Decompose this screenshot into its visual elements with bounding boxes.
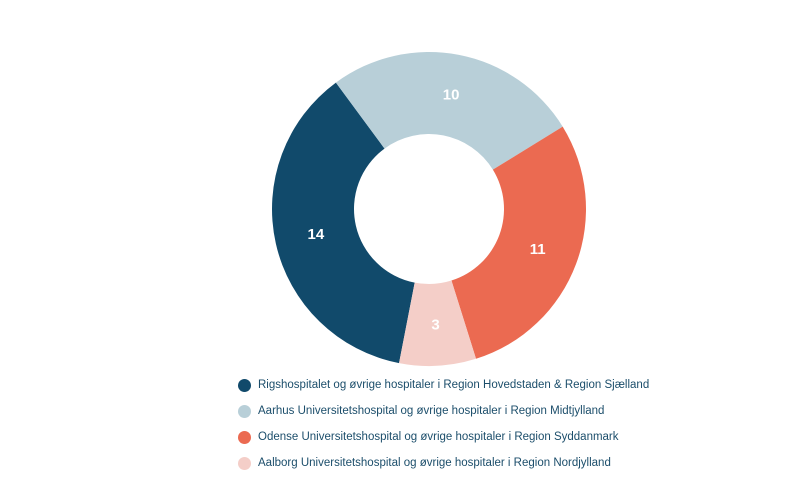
legend-label: Aarhus Universitetshospital og øvrige ho… [258,405,605,417]
legend-item[interactable]: Odense Universitetshospital og øvrige ho… [238,431,649,444]
legend-item[interactable]: Rigshospitalet og øvrige hospitaler i Re… [238,379,649,392]
donut-segment[interactable] [399,280,477,366]
chart-legend: Rigshospitalet og øvrige hospitaler i Re… [238,379,649,470]
legend-marker [238,379,251,392]
legend-item[interactable]: Aarhus Universitetshospital og øvrige ho… [238,405,649,418]
legend-marker [238,457,251,470]
segment-value-label: 14 [307,226,324,243]
legend-label: Odense Universitetshospital og øvrige ho… [258,431,619,443]
donut-segment[interactable] [451,126,587,359]
legend-label: Rigshospitalet og øvrige hospitaler i Re… [258,379,650,391]
legend-label: Aalborg Universitetshospital og øvrige h… [258,457,611,469]
segment-value-label: 3 [431,316,439,333]
segment-value-label: 10 [443,87,460,104]
segment-value-label: 11 [530,241,546,258]
legend-item[interactable]: Aalborg Universitetshospital og øvrige h… [238,457,649,470]
donut-segment[interactable] [335,52,563,170]
donut-segment[interactable] [272,82,415,364]
legend-marker [238,431,251,444]
legend-marker [238,405,251,418]
